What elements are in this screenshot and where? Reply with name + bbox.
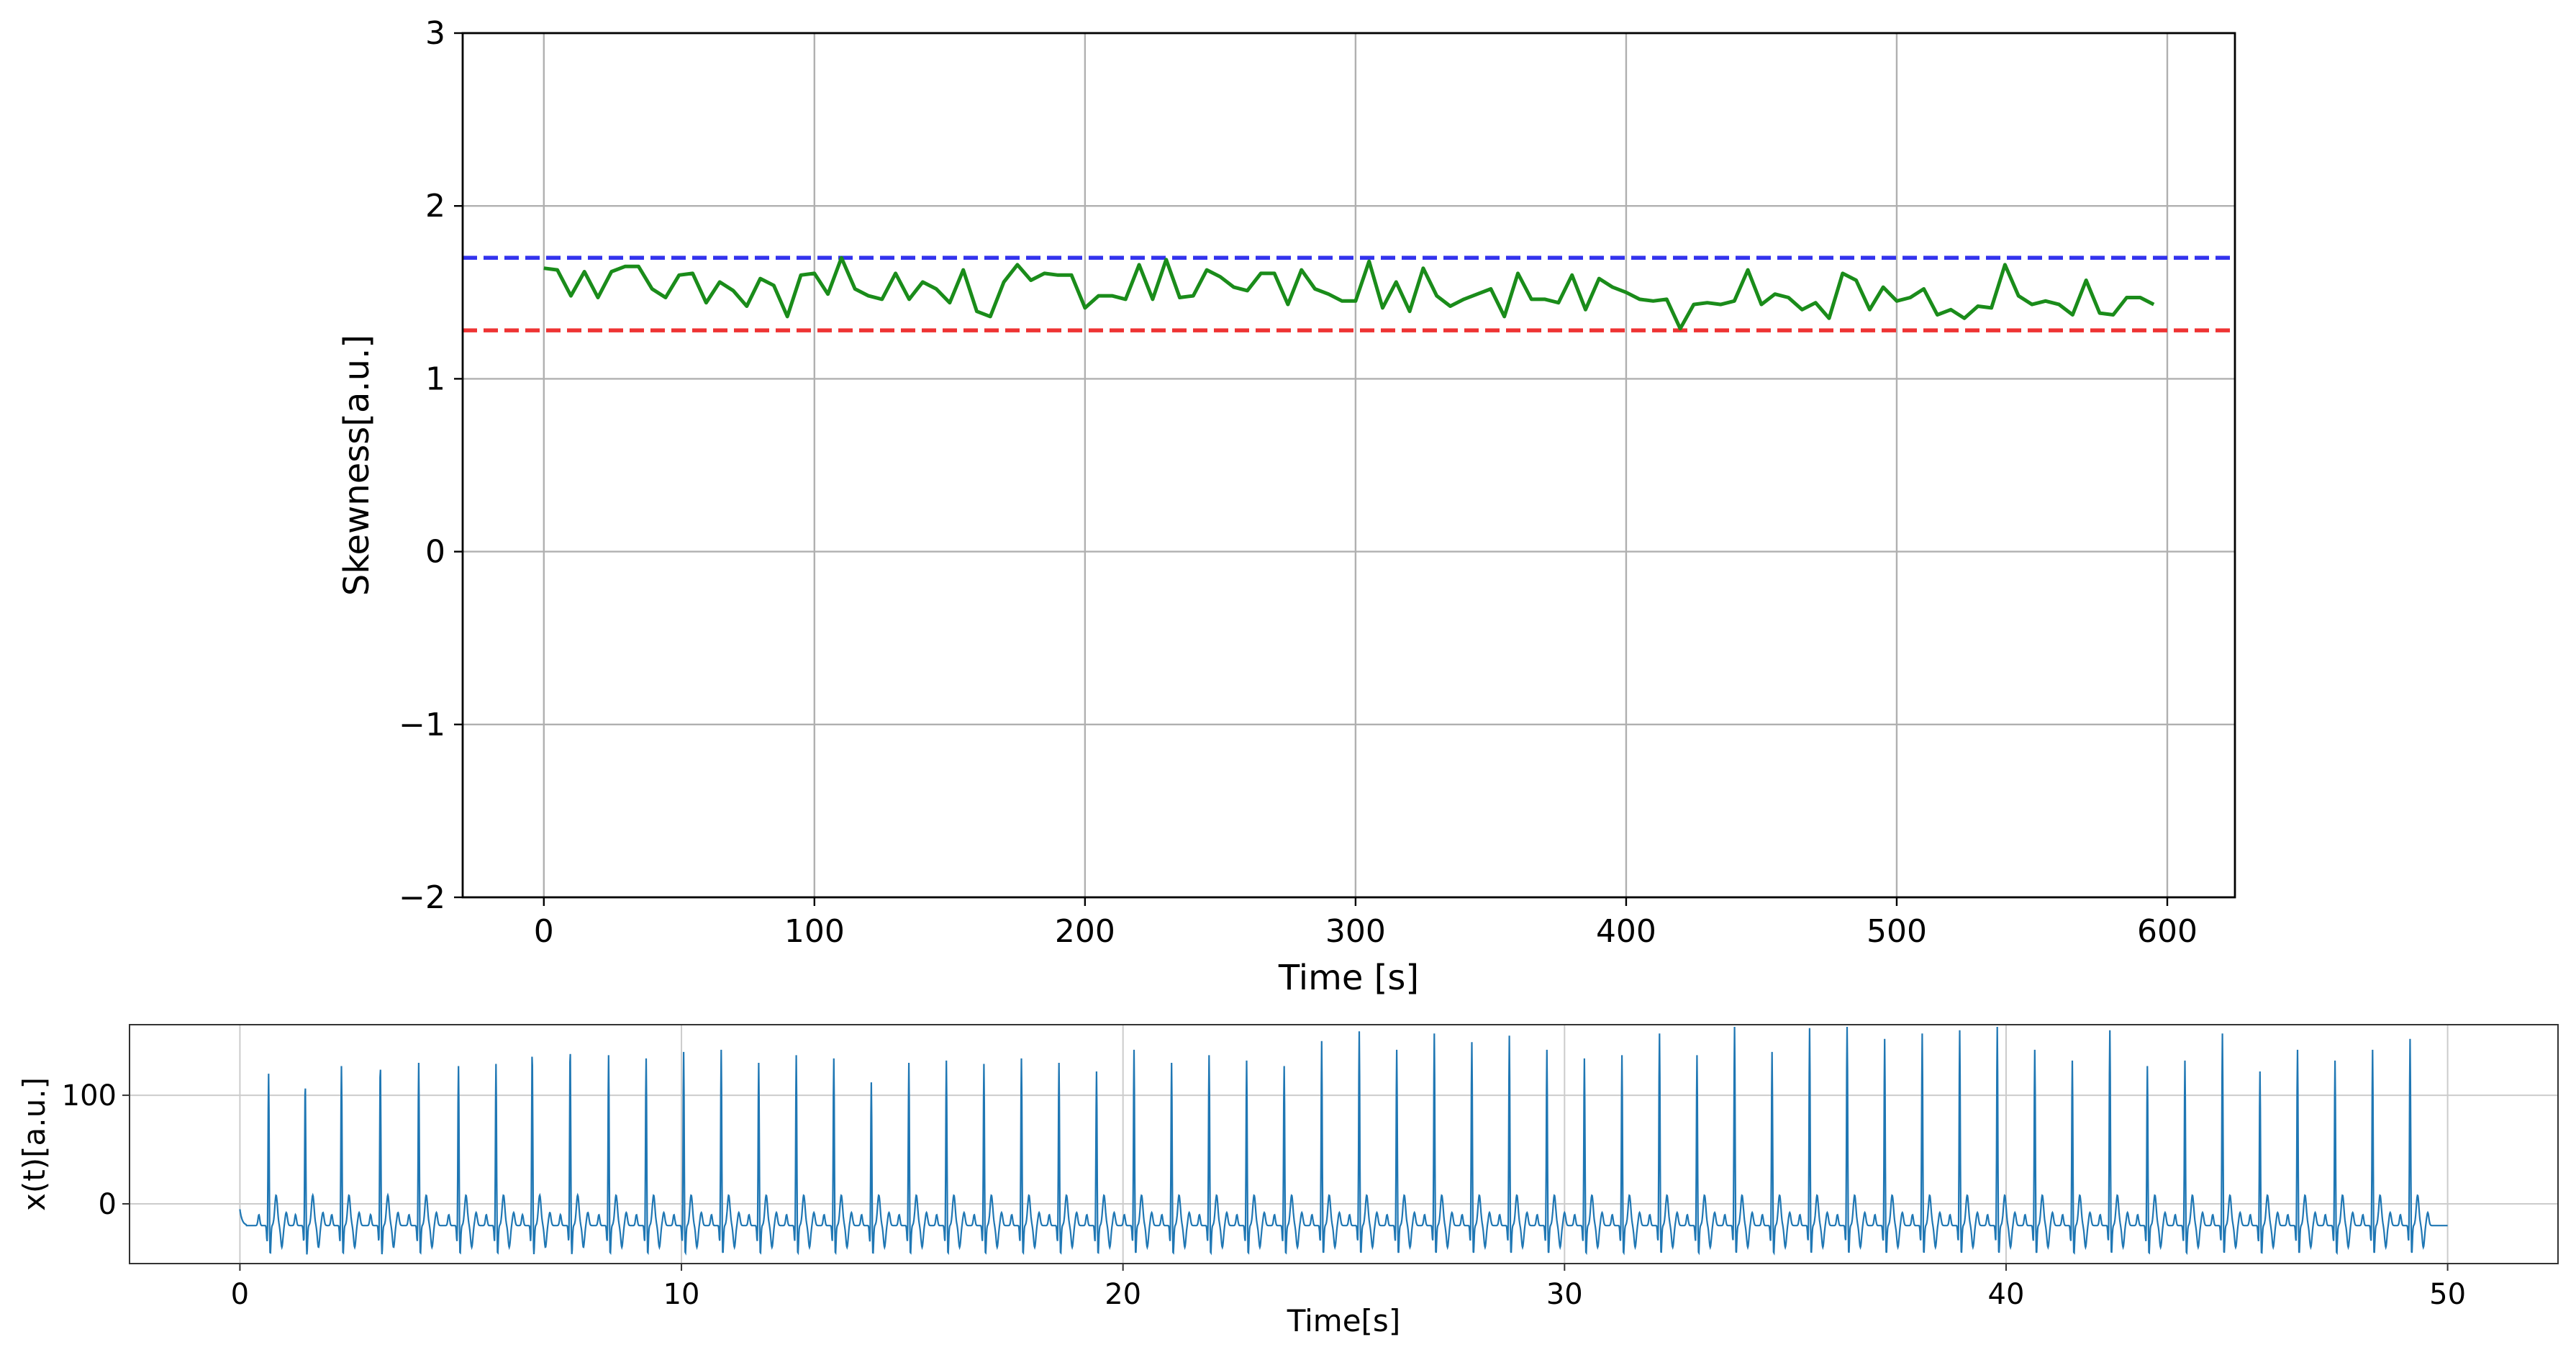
- x-tick-label: 0: [534, 913, 554, 950]
- y-tick-label: 0: [99, 1188, 117, 1221]
- x-tick-label: 100: [784, 913, 845, 950]
- x-tick-label: 20: [1105, 1278, 1141, 1311]
- x-tick-label: 200: [1055, 913, 1115, 950]
- x-tick-label: 0: [231, 1278, 249, 1311]
- y-axis-label: Skewness[a.u.]: [337, 335, 377, 596]
- x-tick-label: 400: [1596, 913, 1656, 950]
- y-tick-label: 3: [425, 15, 445, 52]
- x-tick-label: 600: [2137, 913, 2198, 950]
- signal-chart: 0 10 20 30 40 50 0 100 Time[s] x(t)[a.u.]: [17, 1024, 2559, 1338]
- skewness-chart: 0 100 200 300 400 500 600 −2 −1 0 1 2 3 Time [s] Skewn…: [337, 15, 2236, 998]
- y-tick-label: −2: [399, 879, 445, 916]
- y-tick-label: 0: [425, 534, 445, 571]
- x-tick-label: 500: [1867, 913, 1927, 950]
- plot-frame: [461, 32, 2236, 899]
- x-tick-label: 10: [663, 1278, 700, 1311]
- plot-frame: [129, 1024, 2559, 1264]
- y-tick-label: 100: [62, 1079, 117, 1112]
- x-tick-label: 40: [1988, 1278, 2025, 1311]
- x-axis-label: Time[s]: [1287, 1303, 1400, 1338]
- y-tick-label: −1: [399, 707, 445, 743]
- skewness-series-line: [543, 255, 2155, 331]
- x-axis-label: Time [s]: [1278, 958, 1419, 998]
- signal-series-line: [239, 1026, 2448, 1256]
- y-tick-label: 2: [425, 188, 445, 225]
- x-tick-label: 300: [1325, 913, 1386, 950]
- x-tick-label: 30: [1546, 1278, 1583, 1311]
- x-tick-label: 50: [2429, 1278, 2466, 1311]
- y-axis-label: x(t)[a.u.]: [17, 1077, 52, 1211]
- y-tick-label: 1: [425, 361, 445, 397]
